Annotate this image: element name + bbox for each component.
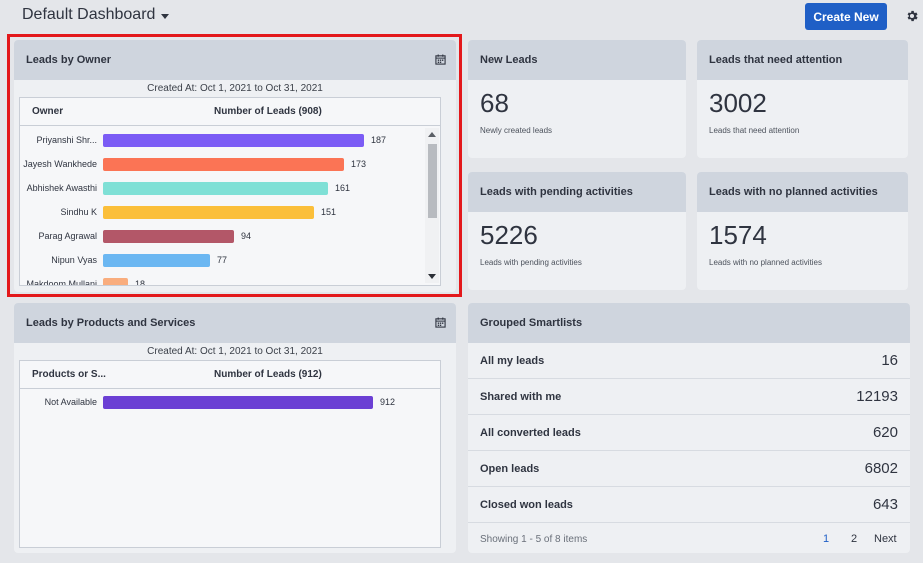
bar[interactable]	[103, 396, 373, 409]
chevron-down-icon	[161, 14, 170, 19]
bar-label: Sindhu K	[60, 207, 97, 217]
smartlist-row[interactable]: Shared with me 12193	[468, 379, 910, 415]
pagination-footer: Showing 1 - 5 of 8 items 1 2 Next	[468, 523, 910, 553]
smartlist-count: 620	[872, 424, 898, 441]
scroll-up-icon[interactable]	[428, 132, 436, 137]
gear-icon[interactable]	[905, 9, 919, 23]
bar-label: Priyanshi Shr...	[36, 135, 97, 145]
smartlist-row[interactable]: Closed won leads 643	[468, 487, 910, 523]
bar-label: Jayesh Wankhede	[23, 159, 97, 169]
created-date-range: Created At: Oct 1, 2021 to Oct 31, 2021	[147, 83, 323, 94]
page-2-button[interactable]: 2	[851, 533, 858, 545]
bar[interactable]	[103, 182, 328, 195]
smartlist-label: Open leads	[480, 462, 540, 475]
bar-value-label: 151	[321, 207, 337, 217]
leads-by-owner-header: Leads by Owner	[14, 40, 456, 80]
smartlist-row[interactable]: All my leads 16	[468, 343, 910, 379]
metric-value: 5226	[480, 220, 538, 250]
card-header: Leads with no planned activities	[697, 172, 908, 212]
pending-activities-card[interactable]: Leads with pending activities 5226 Leads…	[468, 172, 686, 290]
scroll-thumb[interactable]	[428, 144, 437, 218]
pagination-summary: Showing 1 - 5 of 8 items	[480, 533, 588, 545]
smartlist-row[interactable]: Open leads 6802	[468, 451, 910, 487]
bar-label: Not Available	[44, 397, 97, 407]
scroll-down-icon[interactable]	[428, 274, 436, 279]
bar-value-label: 187	[371, 135, 387, 145]
smartlist-label: All my leads	[480, 354, 545, 367]
card-title: Leads by Owner	[26, 54, 111, 66]
bar-label: Nipun Vyas	[51, 255, 97, 265]
products-bar-chart: Not Available 912	[20, 390, 440, 490]
bar-value-label: 912	[380, 397, 396, 407]
card-header: Leads that need attention	[697, 40, 908, 80]
calendar-icon[interactable]	[435, 317, 446, 328]
bar-value-label: 18	[135, 279, 146, 286]
grouped-smartlists-card: Grouped Smartlists All my leads 16 Share…	[468, 303, 910, 553]
page-1-button[interactable]: 1	[823, 533, 830, 545]
leads-by-owner-card: Leads by Owner Created At: Oct 1, 2021 t…	[14, 40, 456, 292]
smartlist-count: 643	[872, 496, 898, 513]
metric-value: 68	[480, 88, 509, 118]
metric-value: 3002	[709, 88, 767, 118]
dashboard-title: Default Dashboard	[22, 6, 156, 23]
smartlist-count: 16	[881, 352, 898, 369]
bar-value-label: 173	[351, 159, 367, 169]
bar[interactable]	[103, 230, 234, 243]
smartlist-label: Closed won leads	[480, 498, 573, 511]
leads-count-column-header: Number of Leads (912)	[214, 369, 322, 380]
card-header: Leads with pending activities	[468, 172, 686, 212]
next-page-button[interactable]: Next	[874, 533, 897, 545]
bar-label: Makdoom Mullani	[26, 279, 97, 286]
bar-value-label: 77	[217, 255, 228, 265]
owner-column-header: Owner	[32, 106, 64, 117]
smartlist-label: Shared with me	[480, 390, 562, 403]
products-table-header: Products or S... Number of Leads (912)	[20, 361, 440, 389]
new-leads-card[interactable]: New Leads 68 Newly created leads	[468, 40, 686, 158]
scrollbar[interactable]	[425, 128, 439, 283]
bar[interactable]	[103, 278, 128, 285]
smartlist-list: All my leads 16 Shared with me 12193 All…	[468, 343, 910, 523]
owner-chart-table: Owner Number of Leads (908) Priyanshi Sh…	[19, 97, 441, 286]
bar-value-label: 161	[335, 183, 351, 193]
dashboard-selector[interactable]: Default Dashboard	[22, 6, 170, 24]
smartlist-label: All converted leads	[480, 426, 581, 439]
leads-count-column-header: Number of Leads (908)	[214, 106, 322, 117]
products-chart-table: Products or S... Number of Leads (912) N…	[19, 360, 441, 548]
smartlists-header: Grouped Smartlists	[468, 303, 910, 343]
bar[interactable]	[103, 206, 314, 219]
owner-table-header: Owner Number of Leads (908)	[20, 98, 440, 126]
bar-label: Abhishek Awasthi	[26, 183, 97, 193]
metric-subtitle: Leads with pending activities	[480, 258, 582, 267]
metric-subtitle: Leads with no planned activities	[709, 258, 822, 267]
products-column-header: Products or S...	[32, 369, 106, 380]
bar[interactable]	[103, 134, 364, 147]
leads-by-products-card: Leads by Products and Services Created A…	[14, 303, 456, 553]
attention-leads-card[interactable]: Leads that need attention 3002 Leads tha…	[697, 40, 908, 158]
metric-subtitle: Newly created leads	[480, 126, 553, 135]
created-date-range: Created At: Oct 1, 2021 to Oct 31, 2021	[147, 346, 323, 357]
top-bar: Default Dashboard Create New	[0, 0, 923, 34]
smartlist-row[interactable]: All converted leads 620	[468, 415, 910, 451]
smartlist-count: 12193	[856, 388, 898, 405]
bar-value-label: 94	[241, 231, 252, 241]
bar[interactable]	[103, 158, 344, 171]
smartlist-count: 6802	[864, 460, 898, 477]
no-planned-activities-card[interactable]: Leads with no planned activities 1574 Le…	[697, 172, 908, 290]
metric-subtitle: Leads that need attention	[709, 126, 800, 135]
card-title: Leads by Products and Services	[26, 317, 196, 329]
card-header: New Leads	[468, 40, 686, 80]
leads-by-products-header: Leads by Products and Services	[14, 303, 456, 343]
calendar-icon[interactable]	[435, 54, 446, 65]
bar[interactable]	[103, 254, 210, 267]
create-new-button[interactable]: Create New	[805, 3, 887, 30]
owner-bar-chart: Priyanshi Shr... 187 Jayesh Wankhede 173 Abh…	[20, 127, 426, 286]
bar-label: Parag Agrawal	[38, 231, 97, 241]
metric-value: 1574	[709, 220, 767, 250]
